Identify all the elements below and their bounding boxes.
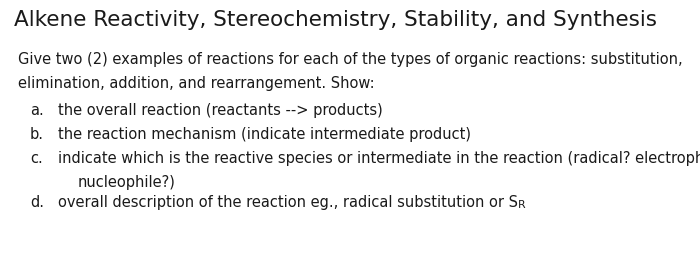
- Text: a.: a.: [30, 103, 43, 118]
- Text: nucleophile?): nucleophile?): [78, 175, 176, 190]
- Text: the overall reaction (reactants --> products): the overall reaction (reactants --> prod…: [58, 103, 383, 118]
- Text: d.: d.: [30, 195, 44, 210]
- Text: b.: b.: [30, 127, 44, 142]
- Text: R: R: [518, 200, 526, 210]
- Text: the reaction mechanism (indicate intermediate product): the reaction mechanism (indicate interme…: [58, 127, 471, 142]
- Text: elimination, addition, and rearrangement. Show:: elimination, addition, and rearrangement…: [18, 76, 374, 91]
- Text: Give two (2) examples of reactions for each of the types of organic reactions: s: Give two (2) examples of reactions for e…: [18, 52, 682, 67]
- Text: overall description of the reaction eg., radical substitution or S: overall description of the reaction eg.,…: [58, 195, 518, 210]
- Text: Alkene Reactivity, Stereochemistry, Stability, and Synthesis: Alkene Reactivity, Stereochemistry, Stab…: [14, 10, 657, 30]
- Text: indicate which is the reactive species or intermediate in the reaction (radical?: indicate which is the reactive species o…: [58, 151, 700, 166]
- Text: c.: c.: [30, 151, 43, 166]
